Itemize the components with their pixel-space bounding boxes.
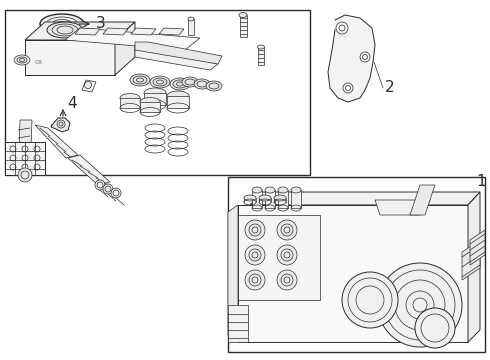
Bar — [265, 190, 275, 208]
Ellipse shape — [259, 195, 271, 201]
Bar — [252, 190, 262, 208]
Polygon shape — [5, 142, 45, 175]
Bar — [188, 19, 194, 35]
Ellipse shape — [194, 79, 210, 89]
Polygon shape — [228, 205, 238, 342]
Polygon shape — [25, 40, 115, 75]
Bar — [5, 10, 310, 175]
Text: 2: 2 — [385, 81, 394, 95]
Circle shape — [277, 245, 297, 265]
Polygon shape — [75, 28, 100, 35]
Ellipse shape — [40, 14, 84, 34]
Polygon shape — [135, 48, 218, 70]
Polygon shape — [35, 125, 78, 158]
Circle shape — [245, 220, 265, 240]
Bar — [228, 177, 485, 352]
Ellipse shape — [130, 74, 150, 86]
Text: GR: GR — [35, 60, 43, 66]
Ellipse shape — [167, 91, 189, 101]
Bar — [144, 93, 166, 105]
Ellipse shape — [278, 187, 288, 193]
Polygon shape — [25, 22, 135, 40]
Polygon shape — [375, 200, 430, 215]
Polygon shape — [68, 155, 110, 185]
Ellipse shape — [206, 81, 222, 91]
Polygon shape — [131, 28, 156, 35]
Text: 3: 3 — [96, 17, 106, 31]
Circle shape — [103, 184, 113, 194]
Ellipse shape — [274, 195, 286, 201]
Polygon shape — [115, 22, 135, 75]
Circle shape — [415, 308, 455, 348]
Polygon shape — [51, 118, 70, 132]
Circle shape — [245, 270, 265, 290]
Polygon shape — [462, 240, 480, 280]
Ellipse shape — [40, 24, 84, 44]
Polygon shape — [250, 192, 480, 205]
Bar — [120, 98, 140, 108]
Circle shape — [111, 188, 121, 198]
Polygon shape — [18, 120, 32, 175]
Bar — [278, 190, 288, 208]
Ellipse shape — [182, 77, 198, 87]
Circle shape — [378, 263, 462, 347]
Circle shape — [342, 272, 398, 328]
Bar — [140, 102, 160, 112]
Ellipse shape — [140, 98, 160, 107]
Circle shape — [277, 270, 297, 290]
Bar — [258, 47, 264, 65]
Polygon shape — [328, 15, 375, 102]
Polygon shape — [82, 80, 96, 92]
Polygon shape — [135, 42, 222, 64]
Ellipse shape — [244, 195, 256, 201]
Polygon shape — [159, 28, 184, 35]
Ellipse shape — [47, 22, 83, 38]
Ellipse shape — [120, 94, 140, 103]
Ellipse shape — [144, 88, 166, 98]
Ellipse shape — [239, 13, 247, 18]
Ellipse shape — [265, 187, 275, 193]
Text: 4: 4 — [67, 95, 76, 111]
Polygon shape — [238, 215, 320, 300]
Ellipse shape — [252, 187, 262, 193]
Ellipse shape — [258, 45, 265, 49]
Polygon shape — [470, 230, 485, 265]
Circle shape — [18, 168, 32, 182]
Polygon shape — [238, 205, 468, 342]
Polygon shape — [228, 305, 248, 342]
Polygon shape — [103, 28, 128, 35]
Polygon shape — [410, 185, 435, 215]
Ellipse shape — [150, 76, 170, 88]
Ellipse shape — [14, 55, 30, 65]
Ellipse shape — [291, 187, 301, 193]
Ellipse shape — [170, 78, 190, 90]
Bar — [240, 15, 247, 37]
Ellipse shape — [188, 17, 194, 21]
Circle shape — [245, 245, 265, 265]
Text: 1: 1 — [476, 175, 486, 189]
Circle shape — [277, 220, 297, 240]
Bar — [167, 96, 189, 108]
Circle shape — [95, 180, 105, 190]
Polygon shape — [65, 28, 200, 50]
Polygon shape — [468, 192, 480, 342]
Bar — [291, 190, 301, 208]
